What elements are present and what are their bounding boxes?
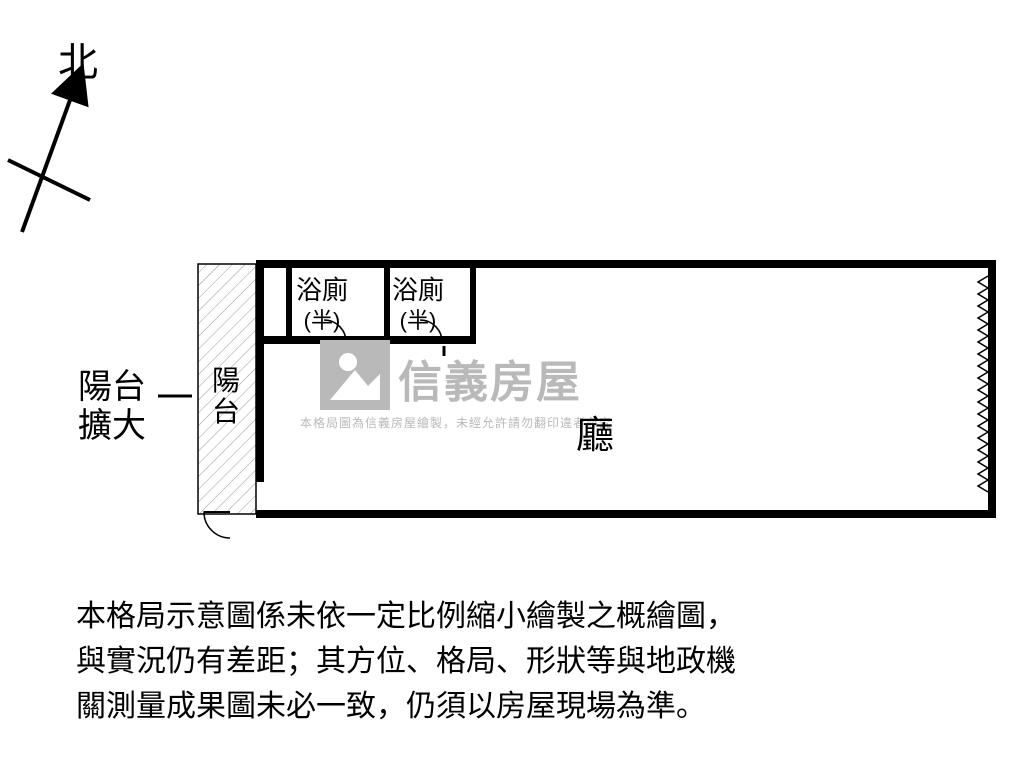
floor-plan [0,0,1024,560]
bath2-line1: 浴廁 [392,275,444,305]
balcony-label: 陽 台 [212,366,240,428]
bath2-line2: (半) [400,308,437,333]
bathroom-1-label: 浴廁 (半) [296,276,348,333]
bath1-line1: 浴廁 [296,275,348,305]
balcony-line1: 陽 [212,365,240,396]
disclaimer-text: 本格局示意圖係未依一定比例縮小繪製之概繪圖， 與實況仍有差距；其方位、格局、形狀… [76,594,984,729]
watermark-logo [320,340,390,410]
watermark-subtext: 本格局圖為信義房屋繪製，未經允許請勿翻印違者必究 [300,414,612,431]
balcony-line2: 台 [212,396,240,427]
bathroom-2-label: 浴廁 (半) [392,276,444,333]
watermark-brand: 信義房屋 [398,346,582,410]
bath1-line2: (半) [304,308,341,333]
hall-label: 廳 [576,404,614,459]
